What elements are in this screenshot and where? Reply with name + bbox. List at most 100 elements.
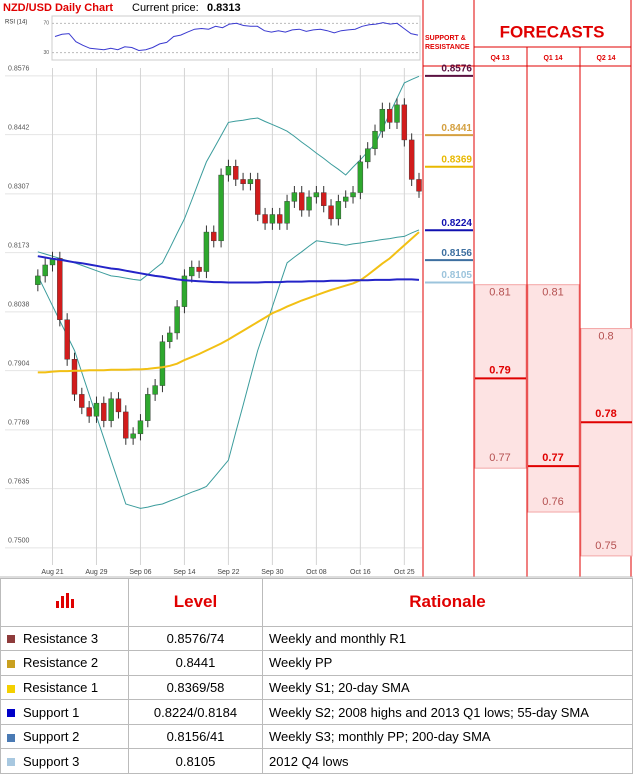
candle-body bbox=[313, 192, 320, 198]
forecast-median-label: 0.77 bbox=[542, 452, 563, 464]
forecast-title: FORECASTS bbox=[500, 22, 605, 41]
indicator-line bbox=[37, 255, 420, 284]
candle-body bbox=[130, 433, 136, 439]
forecast-high: 0.8 bbox=[598, 330, 613, 342]
forecast-high: 0.81 bbox=[542, 287, 563, 299]
forecast-high: 0.81 bbox=[489, 287, 510, 299]
forecast-range bbox=[527, 284, 580, 513]
y-tick-label: 0.8038 bbox=[8, 302, 30, 309]
indicator-line bbox=[37, 231, 420, 374]
candle-body bbox=[240, 179, 246, 185]
table-row: Resistance 3 0.8576/74 Weekly and monthly … bbox=[0, 625, 633, 652]
x-tick-label: Aug 21 bbox=[41, 569, 63, 576]
row-name: Resistance 3 bbox=[23, 630, 99, 646]
row-name-cell: Support 3 bbox=[0, 748, 129, 774]
y-tick-label: 0.7769 bbox=[8, 420, 30, 427]
candle-body bbox=[350, 192, 356, 198]
candle-body bbox=[306, 196, 312, 211]
candle-body bbox=[401, 104, 408, 141]
row-name-cell: Support 1 bbox=[0, 699, 129, 725]
table-row: Support 1 0.8224/0.8184 Weekly S2; 2008 hi… bbox=[0, 699, 633, 725]
candle-body bbox=[152, 385, 158, 395]
header-level: Level bbox=[128, 578, 263, 627]
forecast-median-label: 0.79 bbox=[489, 364, 510, 376]
x-tick-label: Oct 25 bbox=[394, 569, 415, 576]
levels-table: Level Rationale Resistance 3 0.8576/74 Wee… bbox=[0, 578, 633, 774]
candle-body bbox=[57, 258, 63, 320]
candle-body bbox=[394, 104, 400, 123]
candle-body bbox=[262, 214, 268, 224]
candle-body bbox=[115, 398, 122, 413]
rsi-frame bbox=[51, 15, 421, 61]
chart-title: NZD/USD Daily Chart bbox=[3, 2, 113, 14]
table-body: Resistance 3 0.8576/74 Weekly and monthly … bbox=[0, 625, 633, 774]
row-name: Support 2 bbox=[23, 729, 80, 745]
row-rationale: Weekly S1; 20-day SMA bbox=[262, 674, 633, 701]
candle-body bbox=[203, 231, 210, 272]
level-label: 0.8369 bbox=[441, 154, 472, 165]
candle-body bbox=[108, 398, 114, 421]
candle-body bbox=[35, 275, 41, 285]
row-name-cell: Resistance 2 bbox=[0, 650, 129, 676]
candle-body bbox=[42, 264, 48, 277]
x-tick-label: Q4 13 bbox=[490, 55, 509, 62]
row-rationale: Weekly S3; monthly PP; 200-day SMA bbox=[262, 723, 633, 750]
candle-body bbox=[93, 402, 100, 417]
forecast-range bbox=[474, 284, 527, 469]
row-rationale: Weekly PP bbox=[262, 650, 633, 676]
forecast-median-label: 0.78 bbox=[595, 408, 616, 420]
candle-body bbox=[299, 192, 305, 211]
level-label: 0.8224 bbox=[441, 218, 472, 229]
candle-body bbox=[225, 166, 232, 176]
candle-body bbox=[64, 319, 70, 360]
candle-body bbox=[211, 231, 217, 242]
candle-body bbox=[284, 201, 290, 224]
forecast-low: 0.75 bbox=[595, 540, 616, 552]
table-row: Support 2 0.8156/41 Weekly S3; monthly PP;… bbox=[0, 723, 633, 750]
row-name: Resistance 2 bbox=[23, 655, 99, 671]
candle-body bbox=[343, 196, 349, 202]
indicator-line bbox=[37, 75, 420, 281]
table-row: Support 3 0.8105 2012 Q4 lows bbox=[0, 748, 633, 774]
candle-body bbox=[196, 266, 202, 272]
row-level: 0.8369/58 bbox=[128, 674, 263, 701]
row-level: 0.8441 bbox=[128, 650, 263, 676]
x-tick-label: Sep 14 bbox=[173, 569, 195, 576]
candle-body bbox=[189, 266, 195, 277]
row-swatch bbox=[7, 684, 15, 693]
chart-panel: NZD/USD Daily Chart Current price: 0.831… bbox=[0, 0, 633, 578]
candle-body bbox=[123, 411, 129, 439]
level-label: 0.8105 bbox=[441, 270, 472, 281]
icon-cell bbox=[0, 578, 129, 627]
candle-body bbox=[181, 275, 188, 307]
x-tick-label: Q1 14 bbox=[543, 55, 562, 62]
table-row: Resistance 1 0.8369/58 Weekly S1; 20-day S… bbox=[0, 674, 633, 701]
level-label: 0.8576 bbox=[441, 64, 472, 75]
price-label: Current price: bbox=[132, 2, 199, 14]
candle-body bbox=[277, 214, 283, 224]
candle-body bbox=[167, 332, 173, 342]
row-swatch bbox=[7, 660, 15, 668]
level-label: 0.8156 bbox=[441, 248, 472, 259]
current-price: 0.8313 bbox=[207, 2, 241, 14]
candle-body bbox=[386, 109, 393, 123]
rsi-line bbox=[54, 22, 419, 52]
rsi-title: RSI (14) bbox=[5, 20, 27, 26]
row-swatch bbox=[7, 758, 15, 767]
candle-body bbox=[233, 166, 239, 180]
candle-body bbox=[291, 192, 298, 202]
y-tick-label: 70 bbox=[43, 21, 49, 27]
row-swatch bbox=[7, 709, 15, 718]
row-rationale: 2012 Q4 lows bbox=[262, 748, 633, 774]
candle-body bbox=[86, 407, 92, 417]
candle-body bbox=[159, 341, 166, 386]
candle-body bbox=[255, 179, 261, 215]
candle-body bbox=[328, 205, 334, 220]
row-name-cell: Support 2 bbox=[0, 723, 129, 750]
candle-body bbox=[137, 420, 144, 435]
row-level: 0.8156/41 bbox=[128, 723, 263, 750]
candle-body bbox=[145, 394, 151, 421]
header-rationale: Rationale bbox=[262, 578, 633, 627]
candle-body bbox=[364, 148, 371, 163]
